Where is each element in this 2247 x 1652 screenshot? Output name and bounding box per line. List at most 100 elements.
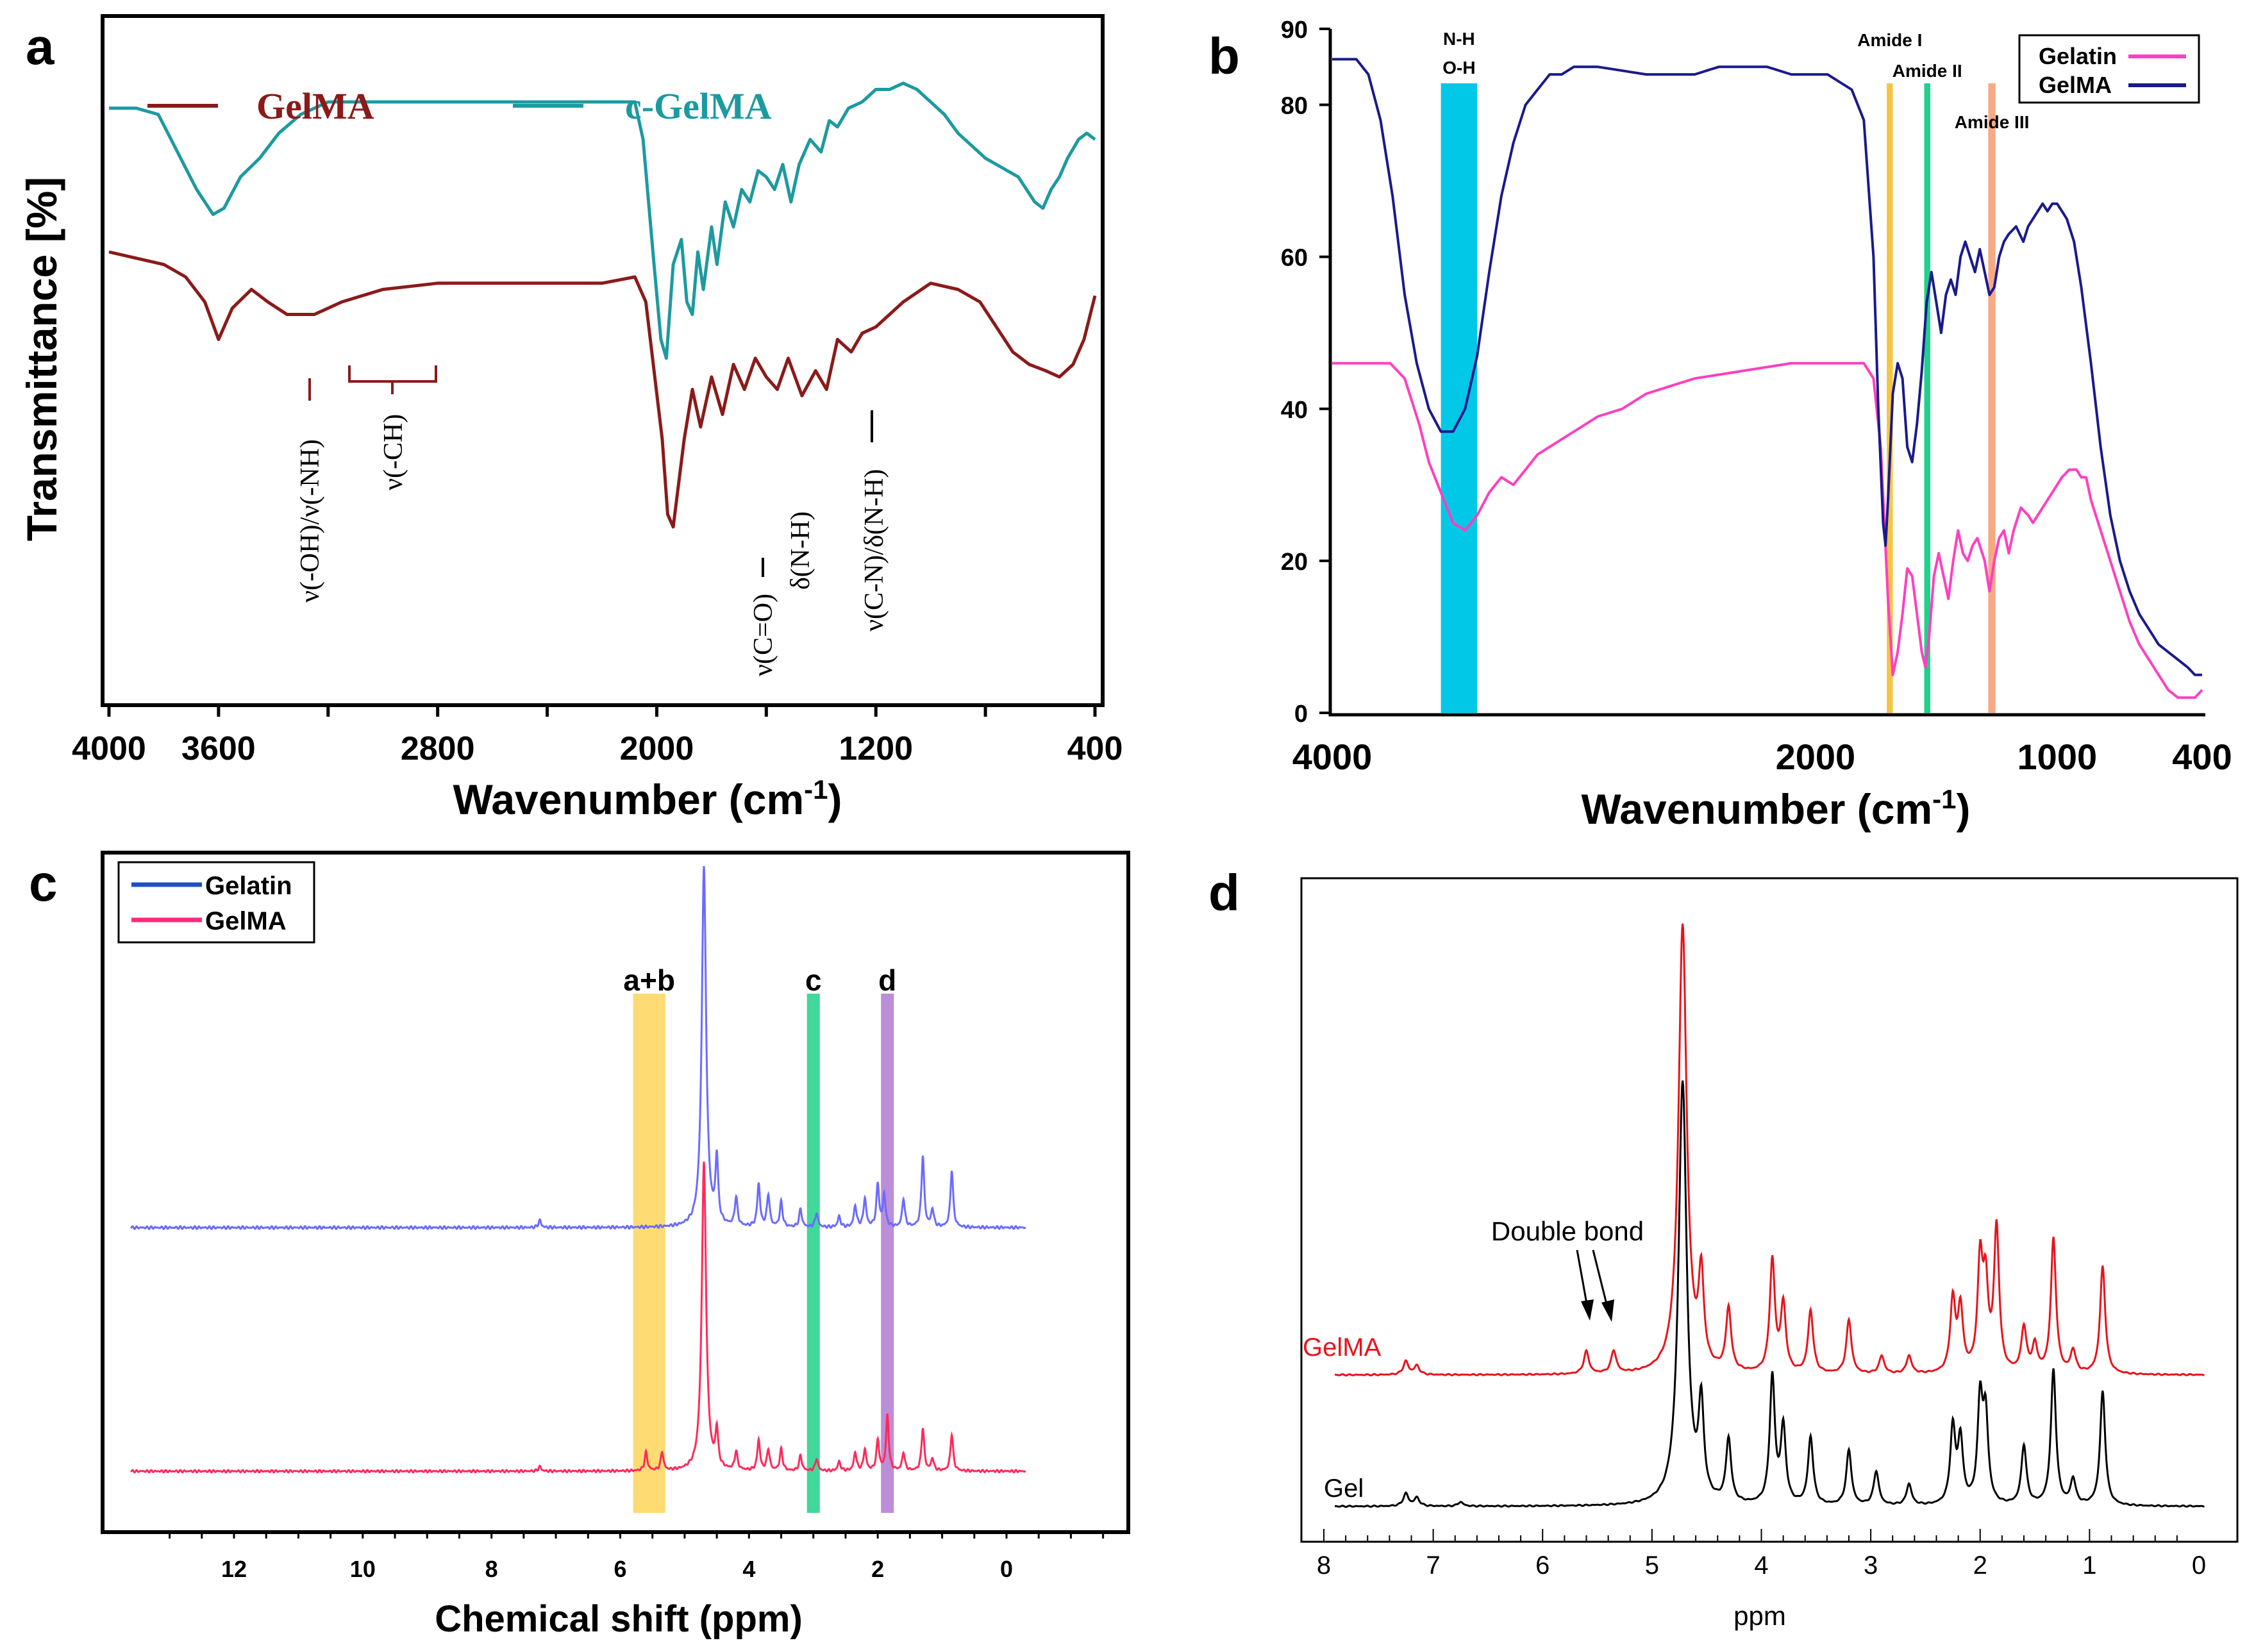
panel-b-xtick-label: 2000 [1776, 737, 1856, 777]
panel-b-band-label: O-H [1442, 58, 1475, 78]
panel-d-series [1334, 923, 2205, 1508]
panel-b-ytick-label: 20 [1281, 549, 1308, 576]
legend-label-gelma-c: GelMA [205, 907, 287, 935]
panel-d-xtick-label: 2 [1973, 1551, 1987, 1580]
panel-b-ytick-label: 0 [1294, 701, 1308, 728]
panel-d-xtick-label: 8 [1317, 1551, 1331, 1580]
annot-ch-bracket [348, 365, 437, 394]
panel-c-line-gelma [130, 1161, 1026, 1474]
panel-c-frame [101, 851, 1130, 1534]
panel-d-series-label-gel: Gel [1324, 1474, 1364, 1503]
panel-b-ytick-label: 40 [1281, 397, 1308, 424]
annot-cn-nh: ν(C-N)/δ(N-H) [860, 469, 889, 631]
panel-c-xtick-label: 10 [350, 1556, 376, 1582]
panel-c-band-label: c [805, 964, 822, 997]
panel-a-series [108, 81, 1097, 529]
panel-b-bands: N-H O-H Amide I Amide II Amide III [1441, 29, 2030, 713]
panel-c-band-c [806, 994, 820, 1513]
panel-d-xtick-label: 3 [1864, 1551, 1878, 1580]
panel-a-line-gelma [108, 250, 1097, 529]
panel-c-band-a+b [633, 994, 665, 1513]
panel-a-ylabel: Transmittance [%] [18, 177, 65, 541]
panel-b-band-1 [1887, 83, 1893, 713]
annot-nh-bend: δ(N-H) [786, 512, 815, 590]
panel-d-xtick-label: 1 [2082, 1551, 2096, 1580]
panel-d-xticks: 8 7 6 5 4 3 2 1 0 [1317, 1529, 2206, 1580]
annot-arrowhead-right [1601, 1299, 1614, 1322]
panel-d-xtick-label: 5 [1645, 1551, 1659, 1580]
panel-a-line-c-gelma [109, 81, 1096, 360]
panel-d-line-gel [1334, 1080, 2205, 1508]
panel-b-ytick-label: 80 [1281, 93, 1308, 120]
panel-a-annotations: ν(-OH)/ν(-NH) ν(-CH) ν(C=O) δ(N-H) ν(C-N… [296, 365, 889, 676]
panel-c-xlabel: Chemical shift (ppm) [435, 1598, 803, 1640]
panel-label-c: c [29, 855, 58, 912]
annot-double-bond: Double bond [1491, 1216, 1644, 1246]
panel-b-band-label: Amide III [1955, 112, 2030, 132]
panel-b-band-label: Amide I [1857, 30, 1922, 50]
panel-c-legend: Gelatin GelMA [117, 861, 315, 944]
panel-a-xtick-label: 2000 [620, 730, 694, 767]
panel-label-d: d [1208, 864, 1240, 921]
panel-label-a: a [26, 18, 54, 75]
panel-a-xticks: 4000 3600 2800 2000 1200 400 [72, 704, 1123, 767]
panel-a-frame [101, 14, 1105, 707]
panel-a-xtick-label: 2800 [401, 730, 475, 767]
panel-c-xtick-label: 4 [742, 1556, 755, 1582]
panel-b-xlabel: Wavenumber (cm-1) [1581, 784, 1970, 833]
annot-c-o: ν(C=O) [749, 594, 778, 676]
panel-c-xtick-label: 2 [871, 1556, 884, 1582]
annot-arrowhead-left [1581, 1299, 1594, 1321]
panel-c-series [130, 866, 1026, 1474]
panel-b-series [1332, 58, 2203, 699]
panel-c: a+b c d 12 10 8 6 4 2 0 Chemical shift (ppm) Gel… [101, 851, 1130, 1640]
panel-b-legend: Gelatin GelMA [2018, 34, 2200, 104]
panel-b-yticks: 0 20 40 60 80 90 [1281, 17, 1330, 728]
panel-a-legend: GelMA c-GelMA [147, 85, 772, 127]
panel-b-ytick-label: 90 [1281, 17, 1308, 44]
panel-b-band-3 [1988, 83, 1996, 713]
panel-c-legend-box [117, 861, 315, 944]
panel-c-band-label: a+b [623, 964, 675, 997]
annot-ch: ν(-CH) [379, 414, 408, 490]
panel-a: Transmittance [%] Wavenumber (cm-1) 4000… [18, 14, 1123, 823]
panel-b: N-H O-H Amide I Amide II Amide III 0 20 40 60 80… [1281, 17, 2232, 833]
panel-c-xtick-label: 0 [1000, 1556, 1013, 1582]
panel-label-b: b [1208, 28, 1240, 85]
legend-label-c-gelma: c-GelMA [625, 85, 772, 127]
panel-b-legend-box [2018, 34, 2200, 104]
panel-b-line-gelatin [1332, 362, 2203, 699]
panel-c-xtick-label: 12 [221, 1556, 247, 1582]
panel-b-xticks: 4000 2000 1000 400 [1292, 737, 2232, 777]
panel-d-frame [1300, 877, 2239, 1543]
legend-label-gelatin-c: Gelatin [205, 872, 292, 900]
panel-c-xtick-label: 6 [614, 1556, 626, 1582]
panel-b-band-0 [1441, 83, 1478, 713]
panel-d-series-label-gelma: GelMA [1303, 1333, 1382, 1362]
panel-d-xtick-label: 4 [1754, 1551, 1768, 1580]
panel-b-band-label: N-H [1443, 29, 1475, 49]
panel-a-xtick-label: 400 [1067, 730, 1123, 767]
panel-c-band-label: d [878, 964, 896, 997]
panel-d-line-gelma [1334, 923, 2205, 1377]
panel-c-xticks: 12 10 8 6 4 2 0 [169, 1531, 1105, 1582]
panel-a-xtick-label: 3600 [181, 730, 256, 767]
annot-oh-nh: ν(-OH)/ν(-NH) [296, 439, 325, 603]
panel-c-xtick-label: 8 [485, 1556, 498, 1582]
panel-d-xlabel: ppm [1733, 1601, 1786, 1631]
panel-d-xtick-label: 6 [1535, 1551, 1550, 1580]
panel-c-bands: a+b c d [623, 964, 896, 1513]
panel-c-line-gelatin [130, 866, 1026, 1230]
panel-b-xtick-label: 4000 [1292, 737, 1373, 777]
panel-a-xtick-label: 1200 [839, 730, 913, 767]
panel-b-line-gelma [1332, 58, 2202, 676]
panel-a-xlabel: Wavenumber (cm-1) [453, 774, 842, 823]
panel-b-xtick-label: 400 [2172, 737, 2232, 777]
panel-d-xtick-label: 0 [2192, 1551, 2206, 1580]
panel-d: 8 7 6 5 4 3 2 1 0 ppm Double bond GelMA Gel [1300, 877, 2239, 1631]
panel-b-band-2 [1924, 83, 1930, 713]
panel-a-xtick-label: 4000 [72, 730, 146, 767]
panel-b-band-label: Amide II [1892, 61, 1962, 81]
legend-label-gelatin-b: Gelatin [2039, 43, 2117, 69]
